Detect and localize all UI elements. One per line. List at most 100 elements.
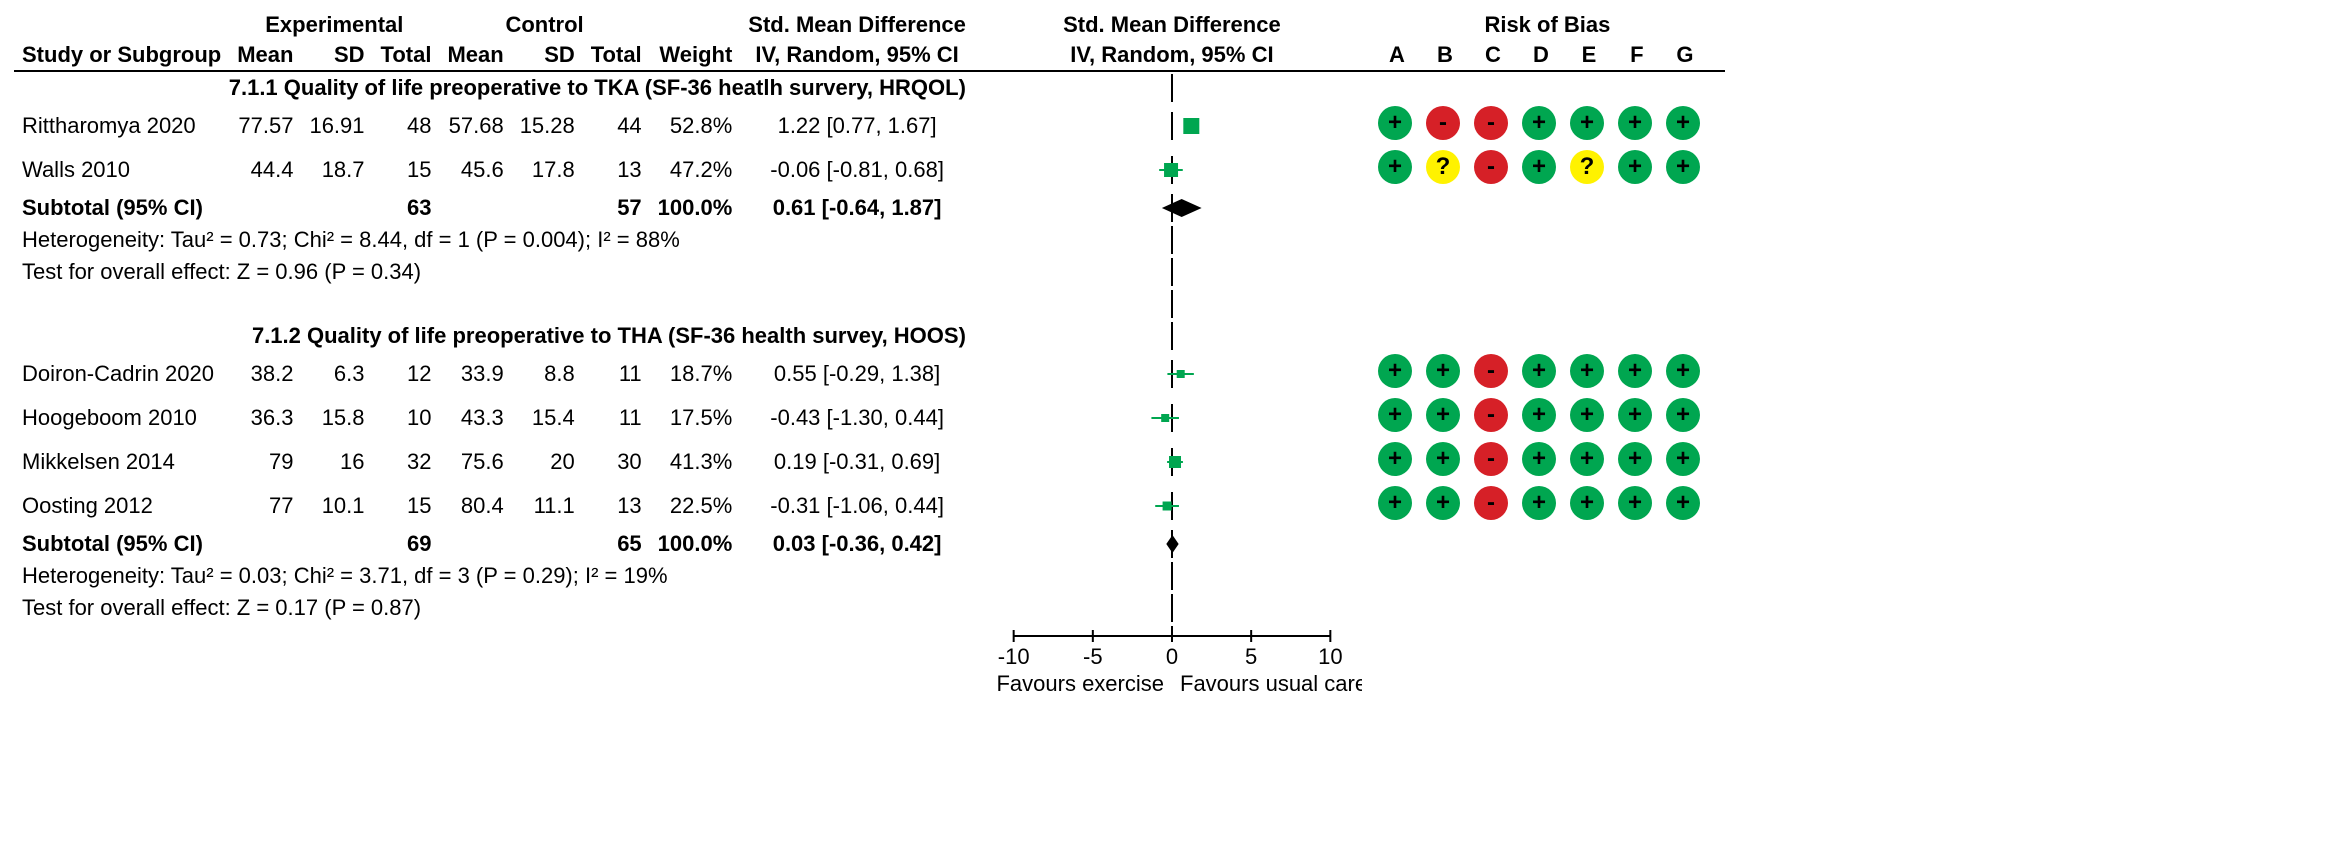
- subgroup-title: 7.1.1 Quality of life preoperative to TK…: [14, 71, 974, 104]
- svg-text:+: +: [1388, 357, 1402, 384]
- forest-axis: -10-50510Favours exerciseFavours usual c…: [974, 624, 1370, 708]
- forest-diamond: [974, 528, 1370, 560]
- svg-text:0: 0: [1166, 644, 1178, 669]
- exp-total: 48: [373, 104, 440, 148]
- svg-text:+: +: [1580, 357, 1594, 384]
- study-name: Hoogeboom 2010: [14, 396, 229, 440]
- overall-effect-text: Test for overall effect: Z = 0.96 (P = 0…: [14, 256, 974, 288]
- svg-text:+: +: [1532, 445, 1546, 472]
- hdr-study: Study or Subgroup: [14, 40, 229, 71]
- exp-total: 12: [373, 352, 440, 396]
- svg-text:+: +: [1388, 489, 1402, 516]
- weight: 18.7%: [650, 352, 741, 396]
- risk-of-bias: ++-++++: [1370, 440, 1725, 484]
- exp-sd: 15.8: [301, 396, 372, 440]
- svg-text:-: -: [1487, 445, 1495, 472]
- hdr-ctrl-total: Total: [583, 40, 650, 71]
- svg-text:-: -: [1487, 489, 1495, 516]
- ctrl-sd: 8.8: [512, 352, 583, 396]
- svg-text:+: +: [1388, 153, 1402, 180]
- svg-text:Favours usual care: Favours usual care: [1180, 671, 1362, 696]
- subtotal-exp-total: 69: [373, 528, 440, 560]
- exp-total: 15: [373, 484, 440, 528]
- svg-text:+: +: [1676, 153, 1690, 180]
- svg-text:+: +: [1532, 357, 1546, 384]
- risk-of-bias: +?-+?++: [1370, 148, 1725, 192]
- subtotal-ctrl-total: 65: [583, 528, 650, 560]
- subtotal-label: Subtotal (95% CI): [14, 528, 229, 560]
- ctrl-sd: 17.8: [512, 148, 583, 192]
- risk-of-bias: ++-++++: [1370, 484, 1725, 528]
- hdr-model1: IV, Random, 95% CI: [740, 40, 974, 71]
- exp-total: 15: [373, 148, 440, 192]
- svg-text:+: +: [1532, 109, 1546, 136]
- forest-square: [974, 484, 1370, 528]
- weight: 22.5%: [650, 484, 741, 528]
- effect-text: 0.55 [-0.29, 1.38]: [740, 352, 974, 396]
- exp-mean: 79: [229, 440, 301, 484]
- svg-text:+: +: [1436, 489, 1450, 516]
- exp-mean: 38.2: [229, 352, 301, 396]
- exp-sd: 6.3: [301, 352, 372, 396]
- ctrl-mean: 45.6: [439, 148, 511, 192]
- svg-text:-: -: [1487, 357, 1495, 384]
- ctrl-mean: 33.9: [439, 352, 511, 396]
- risk-of-bias: ++-++++: [1370, 396, 1725, 440]
- svg-text:+: +: [1628, 153, 1642, 180]
- svg-text:+: +: [1388, 109, 1402, 136]
- study-name: Rittharomya 2020: [14, 104, 229, 148]
- forest-square: [974, 396, 1370, 440]
- study-name: Oosting 2012: [14, 484, 229, 528]
- svg-text:+: +: [1436, 445, 1450, 472]
- ctrl-total: 13: [583, 148, 650, 192]
- svg-text:+: +: [1532, 401, 1546, 428]
- svg-text:+: +: [1580, 489, 1594, 516]
- forest-zero-line: [974, 320, 1370, 352]
- risk-of-bias: ++-++++: [1370, 352, 1725, 396]
- exp-mean: 44.4: [229, 148, 301, 192]
- svg-text:+: +: [1676, 489, 1690, 516]
- svg-text:+: +: [1628, 489, 1642, 516]
- forest-zero-line: [974, 560, 1370, 592]
- subtotal-exp-total: 63: [373, 192, 440, 224]
- hdr-model2: IV, Random, 95% CI: [974, 40, 1370, 71]
- forest-square: [974, 148, 1370, 192]
- weight: 47.2%: [650, 148, 741, 192]
- ctrl-mean: 43.3: [439, 396, 511, 440]
- ctrl-mean: 57.68: [439, 104, 511, 148]
- exp-sd: 16: [301, 440, 372, 484]
- ctrl-total: 13: [583, 484, 650, 528]
- ctrl-total: 11: [583, 396, 650, 440]
- hdr-weight: Weight: [650, 40, 741, 71]
- svg-text:+: +: [1580, 109, 1594, 136]
- ctrl-mean: 75.6: [439, 440, 511, 484]
- exp-sd: 10.1: [301, 484, 372, 528]
- svg-text:+: +: [1436, 401, 1450, 428]
- ctrl-total: 30: [583, 440, 650, 484]
- svg-text:+: +: [1676, 401, 1690, 428]
- effect-text: -0.31 [-1.06, 0.44]: [740, 484, 974, 528]
- forest-zero-line: [974, 288, 1370, 320]
- exp-mean: 36.3: [229, 396, 301, 440]
- svg-text:+: +: [1580, 445, 1594, 472]
- exp-sd: 16.91: [301, 104, 372, 148]
- hdr-experimental: Experimental: [229, 10, 439, 40]
- svg-text:-5: -5: [1083, 644, 1103, 669]
- exp-sd: 18.7: [301, 148, 372, 192]
- hdr-smd-plot: Std. Mean Difference: [974, 10, 1370, 40]
- svg-text:+: +: [1676, 445, 1690, 472]
- svg-text:10: 10: [1318, 644, 1342, 669]
- subtotal-label: Subtotal (95% CI): [14, 192, 229, 224]
- svg-text:+: +: [1436, 357, 1450, 384]
- svg-text:+: +: [1628, 401, 1642, 428]
- svg-text:?: ?: [1580, 153, 1595, 180]
- forest-square: [974, 104, 1370, 148]
- effect-text: 1.22 [0.77, 1.67]: [740, 104, 974, 148]
- hdr-ctrl-sd: SD: [512, 40, 583, 71]
- study-name: Walls 2010: [14, 148, 229, 192]
- svg-text:?: ?: [1436, 153, 1451, 180]
- exp-mean: 77.57: [229, 104, 301, 148]
- exp-mean: 77: [229, 484, 301, 528]
- hdr-exp-total: Total: [373, 40, 440, 71]
- forest-zero-line: [974, 592, 1370, 624]
